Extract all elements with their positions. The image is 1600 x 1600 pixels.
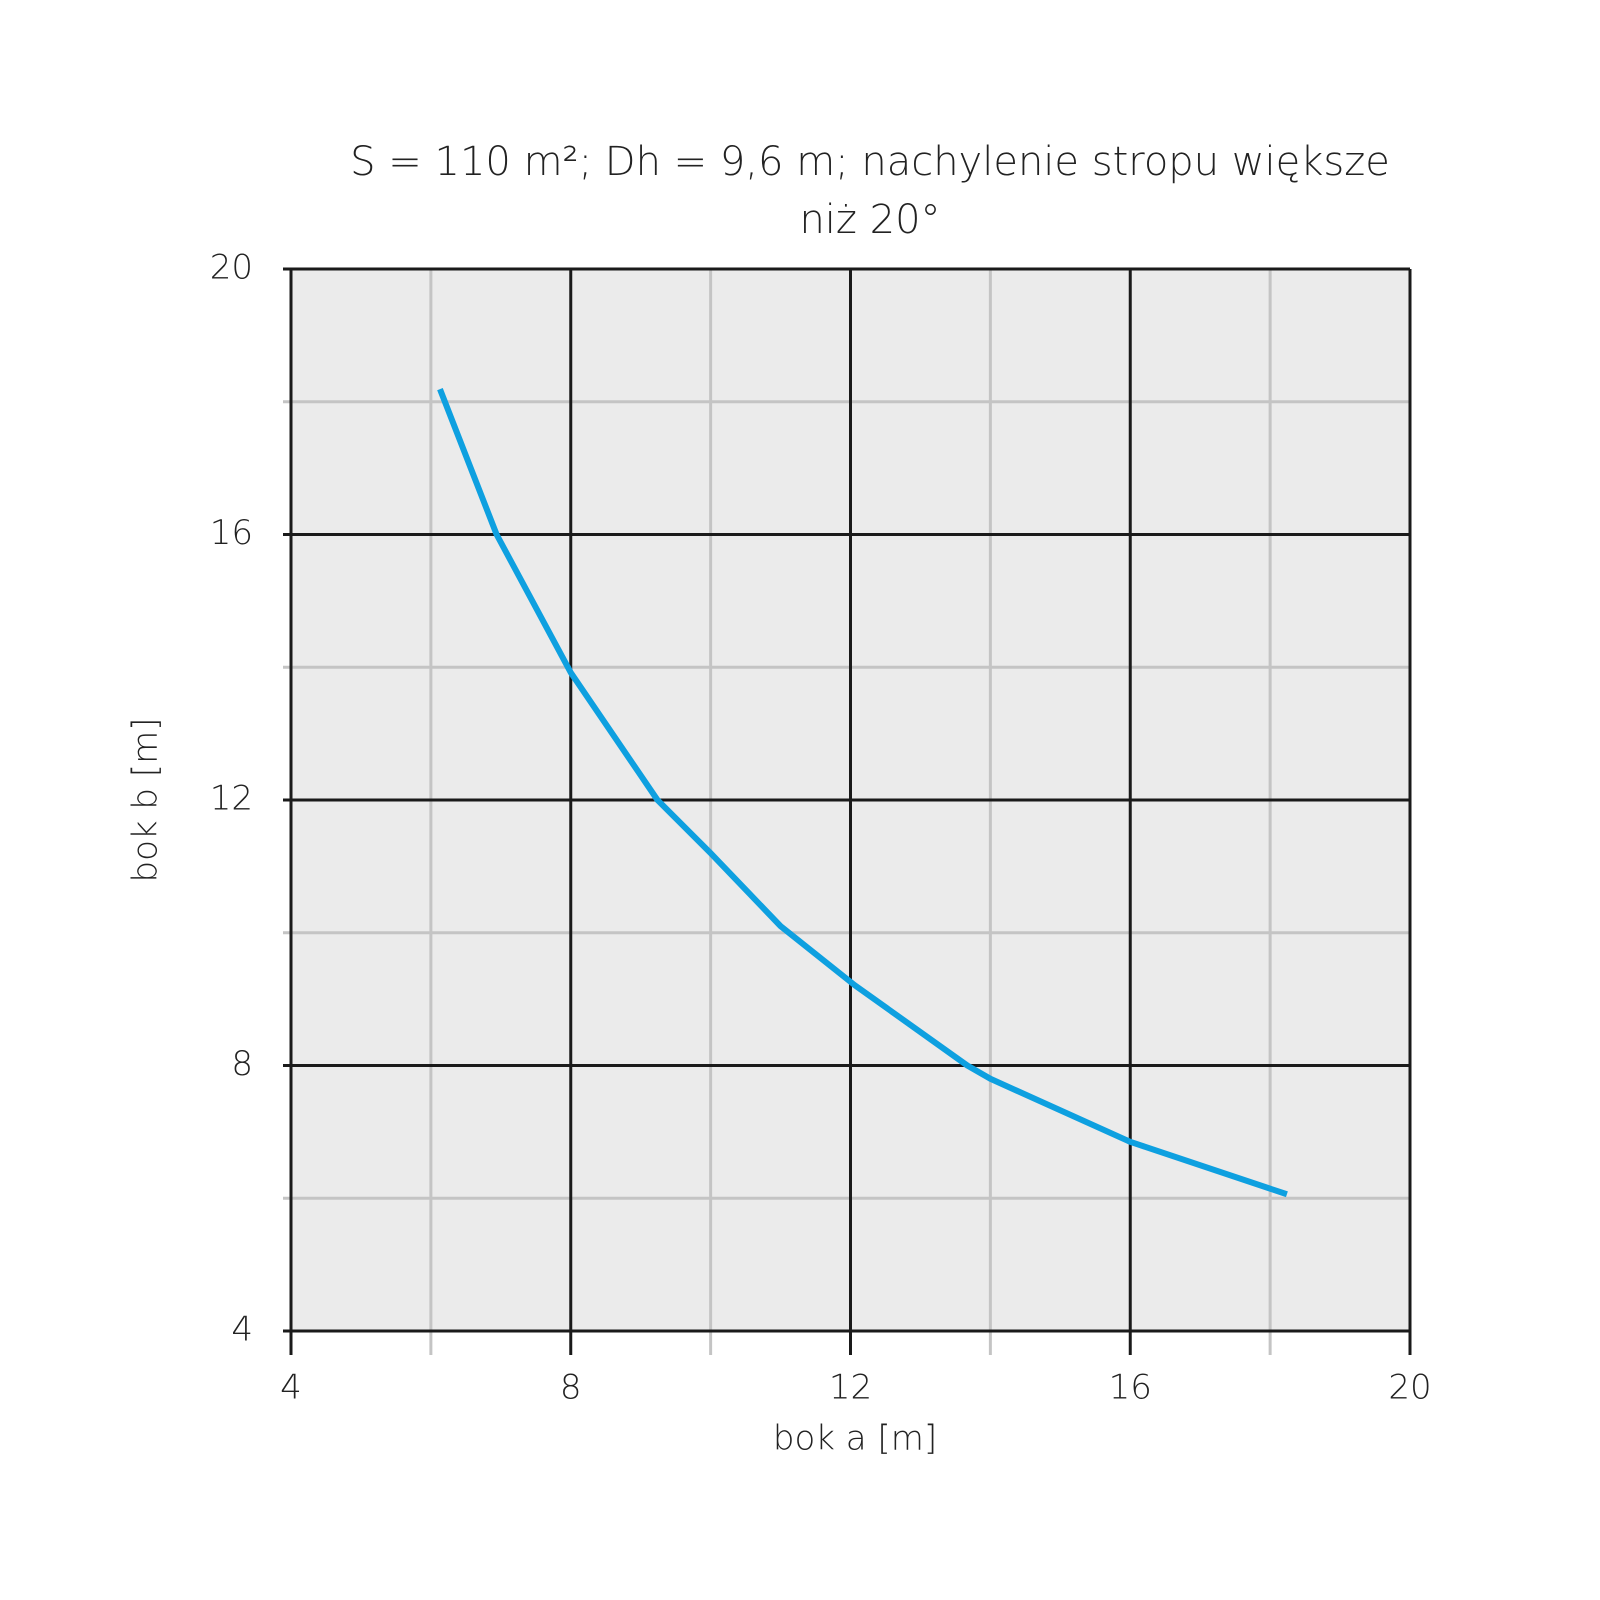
x-tick-label: 8 (560, 1368, 582, 1408)
chart-title: S = 110 m²; Dh = 9,6 m; nachylenie strop… (350, 139, 1390, 185)
line-series (437, 388, 1288, 1198)
chart-title: niż 20° (799, 197, 940, 243)
y-tick-label: 4 (231, 1310, 253, 1350)
x-tick-label: 12 (829, 1368, 872, 1408)
y-tick-label: 12 (210, 779, 253, 819)
y-tick-label: 8 (231, 1044, 253, 1084)
x-tick-label: 16 (1109, 1368, 1152, 1408)
y-tick-label: 16 (210, 513, 253, 553)
x-tick-label: 4 (280, 1368, 302, 1408)
x-tick-label: 20 (1388, 1368, 1431, 1408)
x-axis-label: bok a [m] (773, 1419, 937, 1459)
y-tick-label: 20 (210, 248, 253, 288)
y-axis-label: bok b [m] (126, 718, 166, 883)
